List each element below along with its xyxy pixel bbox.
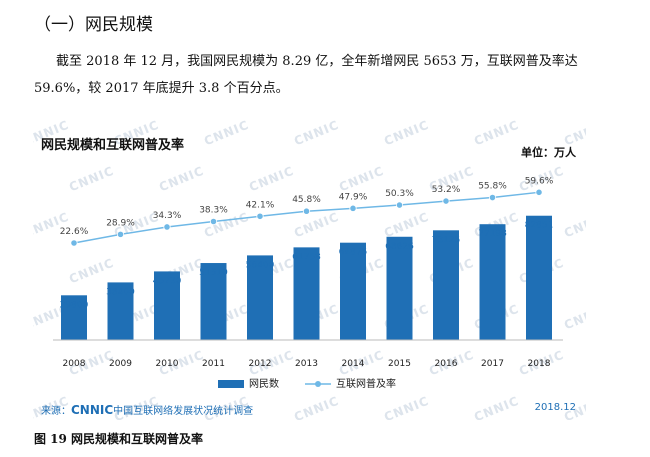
x-tick-label: 2013 [295,359,318,369]
summary-paragraph: 截至 2018 年 12 月，我国网民规模为 8.29 亿，全年新增网民 565… [34,48,624,102]
source-text: 中国互联网络发展状况统计调查 [113,406,254,417]
bar [61,295,87,340]
x-tick-label: 2008 [63,359,86,369]
bar-value-label: 51310 [199,268,228,278]
summary-text: 截至 2018 年 12 月，我国网民规模为 8.29 亿，全年新增网民 565… [34,54,578,96]
x-tick-label: 2014 [342,359,365,369]
bar [386,236,413,340]
unit-label: 单位：万人 [521,146,576,159]
line-value-label: 34.3% [153,211,182,221]
line-point [302,207,311,215]
line-point [116,230,125,238]
chart-plot: 29800 2008 38400 2009 45730 2010 51310 2011 5640… [53,176,563,390]
legend-bar-swatch [218,380,244,388]
x-tick-label: 2016 [435,359,458,369]
bar [526,215,552,340]
bar [107,282,134,340]
bar-value-label: 45730 [153,276,182,286]
line-value-label: 42.1% [246,200,275,210]
x-tick-label: 2018 [528,359,551,369]
line-value-label: 28.9% [106,218,135,228]
line-value-label: 22.6% [60,227,89,237]
line-point [209,217,218,226]
source-date: 2018.12 [534,402,576,413]
source-label: 来源： [41,406,71,417]
legend-bar-label: 网民数 [249,377,279,390]
legend-line-marker [315,381,321,387]
bar-value-label: 29800 [60,300,89,310]
x-tick-label: 2012 [249,359,272,369]
line-point [395,201,404,209]
bar-value-label: 38400 [106,287,135,297]
bar [433,230,459,340]
x-tick-label: 2017 [481,359,504,369]
line-point [256,212,264,220]
line-value-label: 38.3% [199,205,228,215]
line-point [70,239,78,247]
chart-panel: CNNIC CNNIC CNNIC CNNIC CNNIC CNNIC CNNIC CNNIC… [33,118,586,420]
source-line: 来源：CNNIC中国互联网络发展状况统计调查 [41,402,253,417]
bar-value-label: 56400 [246,260,275,270]
bar-value-label: 64875 [339,248,368,258]
bar [340,242,366,340]
section-title: （一）网民规模 [34,15,153,35]
bar-value-label: 77198 [478,229,507,239]
bar [293,247,320,340]
cnnic-logo: CNNIC [71,403,114,417]
line-point [163,223,171,231]
x-tick-label: 2010 [156,359,179,369]
line-point [349,204,357,212]
bar [479,224,506,340]
bar-value-label: 68826 [385,242,414,252]
line-point [442,197,450,205]
line-value-label: 45.8% [292,195,321,205]
bar-value-label: 73125 [432,235,461,245]
x-tick-label: 2011 [202,359,225,369]
line-value-label: 55.8% [478,182,507,192]
bar-value-label: 61758 [292,252,321,262]
line-point [488,193,497,202]
line-value-label: 53.2% [432,185,461,195]
line-value-label: 59.6% [525,176,554,186]
x-tick-label: 2009 [109,359,132,369]
bar [200,263,227,340]
line-value-label: 47.9% [339,192,368,202]
bar [247,255,273,340]
chart-title: 网民规模和互联网普及率 [41,138,185,153]
bar-value-label: 82851 [525,221,554,231]
bar [154,271,180,340]
line-value-label: 50.3% [385,189,414,199]
legend-line-label: 互联网普及率 [336,377,396,390]
line-point [535,188,543,196]
figure-caption: 图 19 网民规模和互联网普及率 [34,432,204,446]
x-tick-label: 2015 [388,359,411,369]
